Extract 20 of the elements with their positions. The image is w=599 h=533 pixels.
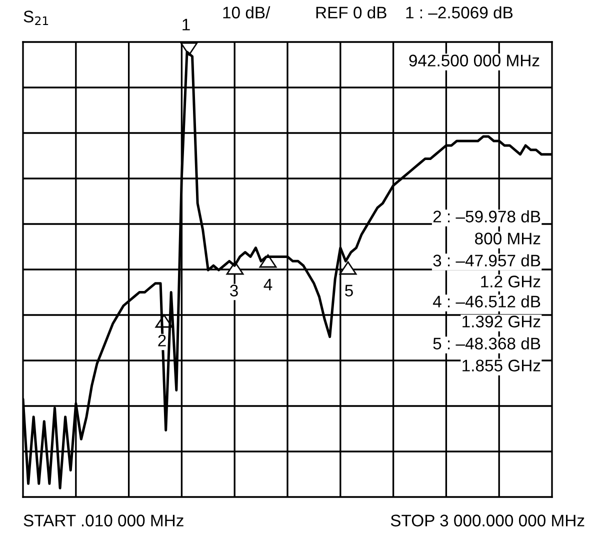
annotation: 3 : –47.957 dB [433, 254, 540, 266]
text: 10 dB/ [223, 6, 270, 18]
annotation: 800 MHz [475, 232, 540, 244]
annotation: 942.500 000 MHz [409, 54, 540, 66]
text: STOP 3 000.000 000 MHz [390, 514, 584, 526]
text: START .010 000 MHz [24, 514, 184, 526]
annotation: 1.2 GHz [481, 276, 540, 288]
text: S$_{21}$ [24, 10, 48, 26]
annotation: 1.392 GHz [462, 316, 540, 328]
text: REF 0 dB [316, 6, 386, 18]
annotation: 4 [264, 278, 272, 290]
text: 1 : –2.5069 dB [406, 6, 513, 18]
text: 1 [182, 18, 190, 30]
annotation: 3 [230, 284, 238, 296]
annotation: 1.855 GHz [462, 360, 540, 372]
annotation: 5 [345, 284, 353, 296]
annotation: 2 : –59.978 dB [433, 210, 540, 222]
annotation: 2 [158, 334, 166, 346]
annotation: 4 : –46.512 dB [432, 295, 540, 308]
annotation: 5 : –48.368 dB [433, 337, 540, 350]
